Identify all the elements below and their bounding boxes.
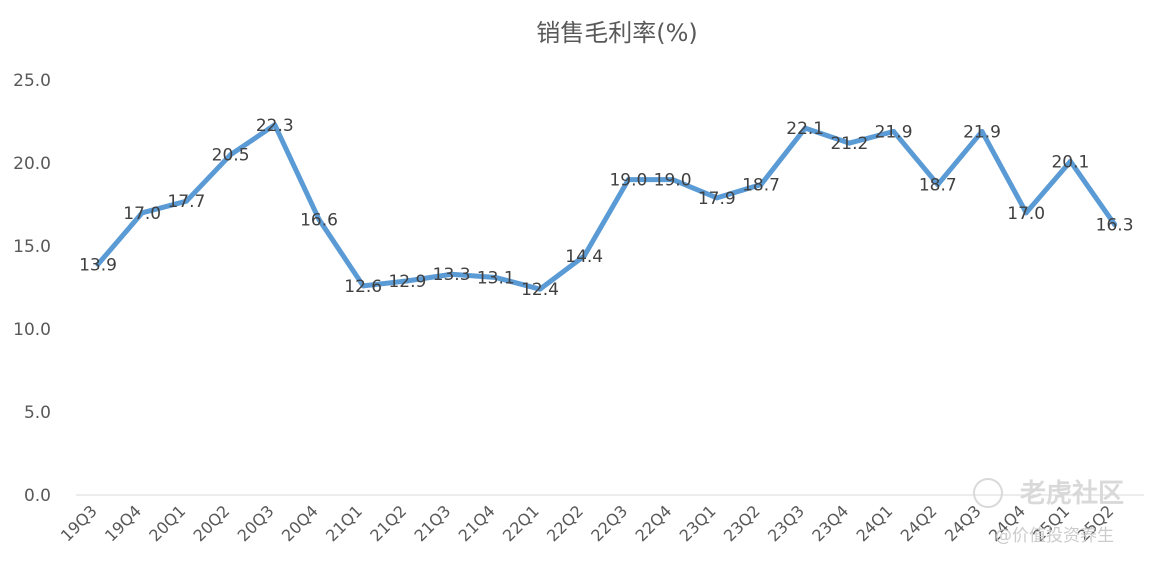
x-tick-label: 22Q4: [631, 501, 675, 545]
watermark-logo-icon: [973, 478, 1003, 508]
x-tick-label: 23Q4: [808, 501, 852, 545]
data-label: 13.1: [477, 269, 515, 289]
watermark: 老虎社区 @价值投资养生: [973, 478, 1124, 546]
x-tick-label: 22Q2: [543, 501, 587, 545]
data-label: 21.9: [875, 122, 913, 142]
chart-title: 销售毛利率(%): [536, 19, 698, 47]
data-point: [714, 195, 720, 201]
y-tick-label: 15.0: [13, 237, 51, 257]
y-tick-label: 20.0: [13, 154, 51, 174]
data-label: 18.7: [919, 176, 957, 196]
data-label: 17.9: [698, 189, 736, 209]
data-point: [758, 182, 764, 188]
y-axis: 0.0 5.0 10.0 15.0 20.0 25.0: [13, 71, 51, 506]
data-point: [670, 177, 676, 183]
y-tick-label: 0.0: [24, 486, 51, 506]
y-tick-label: 25.0: [13, 71, 51, 91]
data-label: 12.4: [521, 280, 559, 300]
data-label: 17.7: [167, 192, 205, 212]
x-tick-label: 21Q3: [410, 501, 454, 545]
data-label: 20.1: [1051, 152, 1089, 172]
data-point: [360, 283, 366, 289]
data-label: 13.3: [433, 265, 471, 285]
data-point: [935, 182, 941, 188]
x-tick-label: 23Q3: [764, 501, 808, 545]
data-point: [625, 177, 631, 183]
data-label: 22.3: [256, 116, 294, 136]
series-layer: [95, 122, 1118, 292]
data-point: [183, 198, 189, 204]
x-tick-label: 20Q1: [145, 501, 189, 545]
data-point: [537, 286, 543, 292]
data-label: 18.7: [742, 176, 780, 196]
series-line: [95, 122, 1118, 292]
data-point: [493, 275, 499, 281]
data-point: [802, 125, 808, 131]
watermark-subtext: @价值投资养生: [995, 526, 1114, 546]
y-tick-label: 5.0: [24, 403, 51, 423]
watermark-text: 老虎社区: [1020, 478, 1124, 509]
data-label: 12.6: [344, 277, 382, 297]
x-axis: 19Q3 19Q4 20Q1 20Q2 20Q3 20Q4 21Q1 21Q2 21Q3 21Q4…: [57, 501, 1118, 545]
data-point: [1112, 221, 1118, 227]
data-label: 20.5: [212, 146, 250, 166]
data-label: 16.3: [1096, 215, 1134, 235]
data-point: [272, 122, 278, 128]
x-tick-label: 21Q1: [322, 501, 366, 545]
data-point: [1023, 210, 1029, 216]
data-point: [316, 216, 322, 222]
x-tick-label: 24Q3: [941, 501, 985, 545]
data-label: 14.4: [565, 247, 603, 267]
x-tick-label: 24Q2: [897, 501, 941, 545]
x-tick-label: 24Q1: [852, 501, 896, 545]
x-tick-label: 22Q3: [587, 501, 631, 545]
y-tick-label: 10.0: [13, 320, 51, 340]
x-tick-label: 20Q3: [234, 501, 278, 545]
x-tick-label: 23Q2: [720, 501, 764, 545]
x-tick-label: 20Q4: [278, 501, 322, 545]
data-labels: 13.9 17.0 17.7 20.5 22.3 16.6 12.6 12.9 13.3 13.1…: [79, 116, 1133, 300]
data-label: 19.0: [609, 171, 647, 191]
data-point: [846, 140, 852, 146]
data-point: [891, 128, 897, 134]
data-point: [95, 261, 101, 267]
data-label: 21.2: [830, 134, 868, 154]
data-point: [139, 210, 145, 216]
data-label: 13.9: [79, 255, 117, 275]
data-point: [449, 271, 455, 277]
data-label: 19.0: [654, 171, 692, 191]
data-label: 16.6: [300, 210, 338, 230]
data-label: 22.1: [786, 119, 824, 139]
data-point: [581, 253, 587, 259]
data-point: [404, 278, 410, 284]
data-label: 12.9: [388, 272, 426, 292]
data-point: [979, 128, 985, 134]
x-tick-label: 22Q1: [499, 501, 543, 545]
data-point: [1067, 158, 1073, 164]
data-point: [228, 152, 234, 158]
x-tick-label: 21Q4: [455, 501, 499, 545]
data-label: 17.0: [123, 204, 161, 224]
x-tick-label: 21Q2: [366, 501, 410, 545]
x-tick-label: 20Q2: [189, 501, 233, 545]
data-label: 21.9: [963, 122, 1001, 142]
x-tick-label: 23Q1: [676, 501, 720, 545]
data-label: 17.0: [1007, 204, 1045, 224]
x-tick-label: 19Q4: [101, 501, 145, 545]
x-tick-label: 19Q3: [57, 501, 101, 545]
